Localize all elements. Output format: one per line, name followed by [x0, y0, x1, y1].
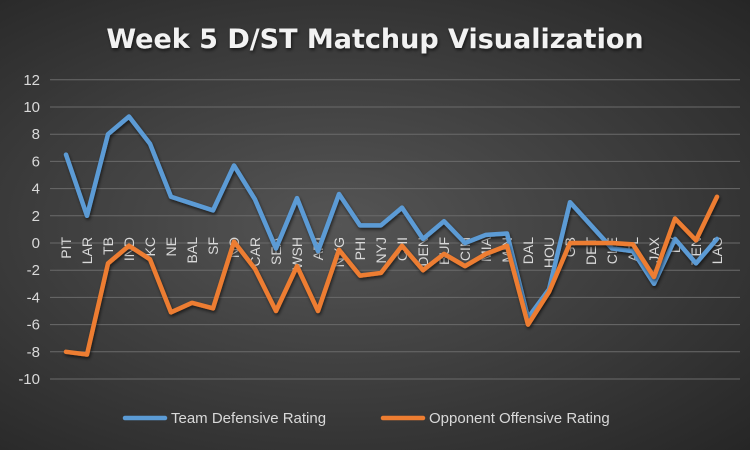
series-line-team-defensive-rating — [63, 114, 720, 321]
series-line-opponent-offensive-rating — [63, 194, 720, 357]
y-tick-label: -10 — [18, 371, 40, 388]
x-category-label: DAL — [520, 237, 536, 264]
x-category-label: NE — [163, 237, 179, 256]
x-category-label: TB — [100, 237, 116, 255]
y-tick-label: 4 — [32, 181, 40, 198]
x-category-label: HOU — [541, 237, 557, 268]
legend-label: Opponent Offensive Rating — [429, 410, 610, 427]
y-tick-label: 2 — [32, 208, 40, 225]
x-category-label: CAR — [247, 237, 263, 267]
y-tick-label: 12 — [23, 72, 40, 89]
y-tick-label: 0 — [32, 235, 40, 252]
y-tick-label: -4 — [27, 289, 40, 306]
y-tick-label: -8 — [27, 344, 40, 361]
x-category-label: BAL — [184, 237, 200, 264]
x-category-label: NYJ — [373, 237, 389, 263]
x-category-label: WSH — [289, 237, 305, 270]
y-tick-label: 8 — [32, 126, 40, 143]
y-tick-label: -2 — [27, 262, 40, 279]
x-category-label: KC — [142, 237, 158, 256]
legend-label: Team Defensive Rating — [171, 410, 326, 427]
x-category-label: SF — [205, 237, 221, 255]
x-category-label: PHI — [352, 237, 368, 260]
chart-title: Week 5 D/ST Matchup Visualization — [106, 24, 643, 55]
x-category-label: PIT — [58, 237, 74, 259]
y-tick-label: 10 — [23, 99, 40, 116]
x-category-label: JAX — [646, 236, 662, 262]
y-tick-label: -6 — [27, 317, 40, 334]
y-tick-label: 6 — [32, 153, 40, 170]
x-category-label: LAR — [79, 237, 95, 264]
x-category-label: IND — [121, 237, 137, 261]
x-category-label: DEN — [415, 237, 431, 267]
